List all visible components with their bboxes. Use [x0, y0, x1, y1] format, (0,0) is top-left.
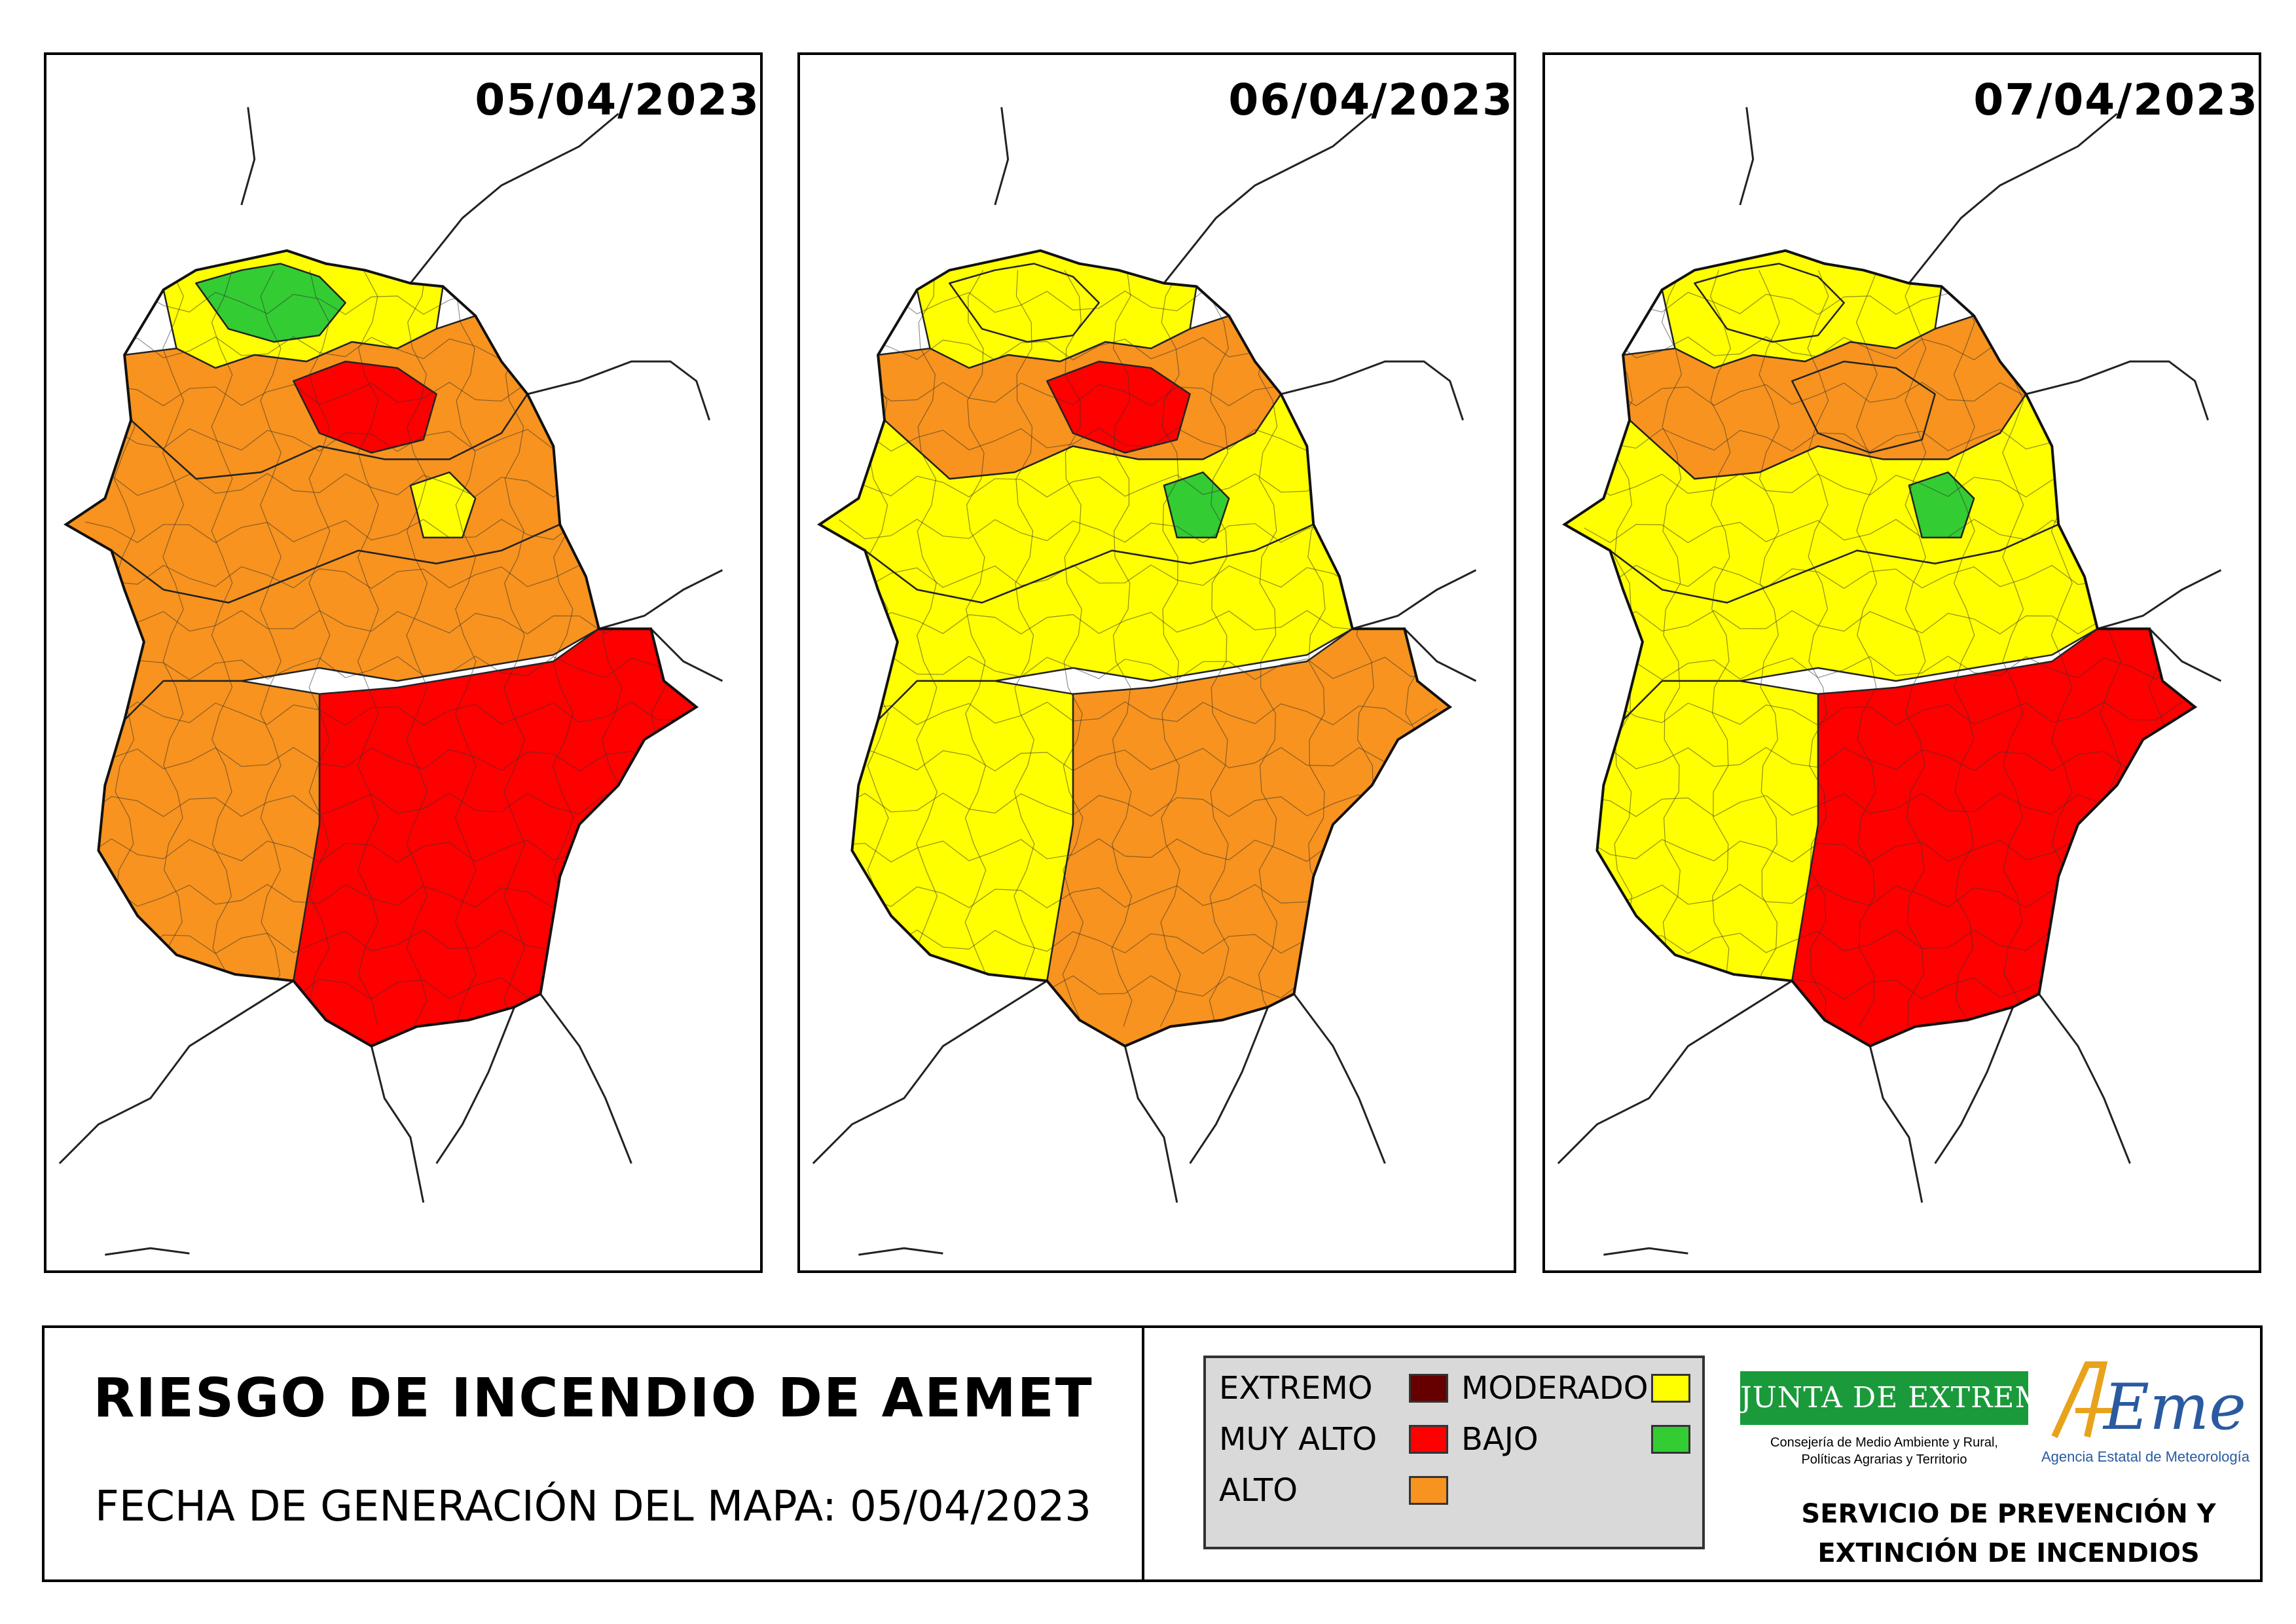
map-date-day2: 06/04/2023 [1228, 75, 1514, 125]
risk-legend: EXTREMO MUY ALTO ALTO MODERADO BAJO [1203, 1356, 1705, 1549]
province-border-9 [858, 1247, 943, 1256]
risk-zone-1 [1694, 263, 1845, 343]
aemet-logo: Emet [2051, 1361, 2244, 1444]
province-border-2 [1281, 360, 1464, 421]
province-border-6 [58, 980, 295, 1164]
province-border-6 [1557, 980, 1793, 1164]
map-panel-day3: 07/04/2023 [1542, 52, 2261, 1273]
risk-zone-1 [949, 263, 1100, 343]
service-line2: EXTINCIÓN DE INCENDIOS [1817, 1538, 2200, 1568]
legend-label-bajo: BAJO [1461, 1421, 1539, 1458]
province-border-1 [409, 113, 619, 284]
province-border-2 [527, 360, 710, 421]
province-border-9 [105, 1247, 190, 1256]
legend-label-extremo: EXTREMO [1219, 1370, 1373, 1407]
province-border-3 [598, 569, 723, 630]
province-border-4 [1404, 628, 1477, 682]
page-title: RIESGO DE INCENDIO DE AEMET [93, 1367, 1093, 1430]
service-line1: SERVICIO DE PREVENCIÓN Y [1801, 1499, 2216, 1529]
aemet-subtitle: Agencia Estatal de Meteorología [2041, 1449, 2250, 1465]
province-border-4 [2149, 628, 2222, 682]
province-border-7 [1293, 993, 1386, 1164]
province-border-4 [650, 628, 723, 682]
province-border-9 [1603, 1247, 1688, 1256]
junta-logo: JUNTA DE EXTREMADURA [1740, 1371, 2158, 1425]
province-border-7 [2038, 993, 2131, 1164]
province-border-0 [240, 107, 256, 206]
legend-label-moderado: MODERADO [1461, 1370, 1649, 1407]
risk-map-day1 [58, 107, 723, 1256]
risk-map-day2 [812, 107, 1477, 1256]
generation-date: FECHA DE GENERACIÓN DEL MAPA: 05/04/2023 [95, 1483, 1091, 1531]
province-border-3 [1352, 569, 1477, 630]
risk-zone-3 [1046, 360, 1191, 454]
province-border-8 [435, 1006, 516, 1164]
province-border-3 [2097, 569, 2222, 630]
province-border-0 [994, 107, 1010, 206]
service-name: SERVICIO DE PREVENCIÓN Y EXTINCIÓN DE IN… [1727, 1494, 2290, 1573]
region-outline [817, 249, 1453, 1048]
consejeria-line2: Políticas Agrarias y Territorio [1801, 1452, 1967, 1467]
map-date-day1: 05/04/2023 [475, 75, 760, 125]
risk-zone-3 [292, 360, 437, 454]
legend-swatch-moderado [1651, 1374, 1690, 1403]
risk-zone-5 [1163, 471, 1230, 539]
province-border-5 [1868, 1046, 1923, 1203]
info-box: RIESGO DE INCENDIO DE AEMET FECHA DE GEN… [42, 1325, 2263, 1582]
legend-swatch-muy-alto [1409, 1425, 1448, 1454]
svg-text:Emet: Emet [2102, 1371, 2244, 1444]
province-border-0 [1739, 107, 1755, 206]
legend-label-alto: ALTO [1219, 1472, 1298, 1509]
legend-swatch-alto [1409, 1476, 1448, 1505]
risk-zone-8 [851, 680, 1074, 982]
junta-consejeria: Consejería de Medio Ambiente y Rural, Po… [1740, 1434, 2028, 1468]
province-border-6 [812, 980, 1048, 1164]
province-border-1 [1163, 113, 1373, 284]
province-border-7 [539, 993, 632, 1164]
region-outline [64, 249, 699, 1048]
consejeria-line1: Consejería de Medio Ambiente y Rural, [1770, 1435, 1998, 1450]
legend-swatch-bajo [1651, 1425, 1690, 1454]
province-border-5 [370, 1046, 425, 1203]
risk-map-day3 [1557, 107, 2222, 1256]
map-date-day3: 07/04/2023 [1973, 75, 2259, 125]
province-border-8 [1934, 1006, 2014, 1164]
province-border-8 [1189, 1006, 1269, 1164]
risk-zone-7 [1046, 627, 1451, 1047]
risk-zone-7 [292, 627, 697, 1047]
region-outline [1562, 249, 2198, 1048]
risk-zone-7 [1791, 627, 2196, 1047]
province-border-1 [1908, 113, 2118, 284]
map-panel-day1: 05/04/2023 [44, 52, 763, 1273]
province-border-2 [2026, 360, 2209, 421]
legend-label-muy-alto: MUY ALTO [1219, 1421, 1377, 1458]
risk-zone-8 [1596, 680, 1819, 982]
province-border-5 [1123, 1046, 1178, 1203]
risk-zone-1 [195, 263, 346, 343]
legend-swatch-extremo [1409, 1374, 1448, 1403]
divider [1142, 1328, 1144, 1579]
map-panel-day2: 06/04/2023 [797, 52, 1516, 1273]
